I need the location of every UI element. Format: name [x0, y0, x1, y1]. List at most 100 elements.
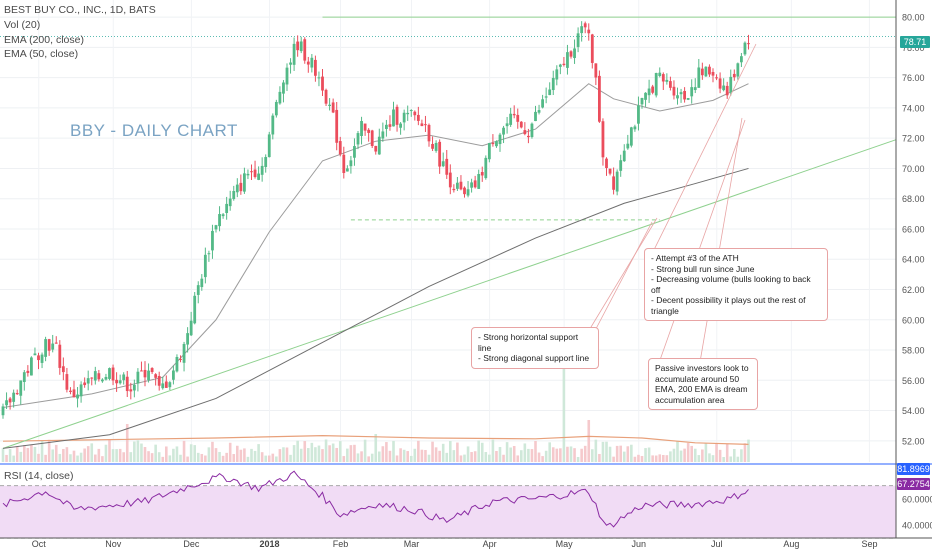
trend-lines[interactable] — [0, 16, 897, 449]
candle-body — [740, 56, 743, 63]
candle-body — [338, 141, 342, 155]
candle-body — [409, 110, 413, 112]
volume-bar — [157, 452, 161, 462]
candle-body — [445, 158, 449, 175]
candle-body — [473, 180, 477, 188]
candle-body — [512, 113, 516, 116]
support-annotation[interactable]: - Strong horizontal support line - Stron… — [471, 327, 599, 369]
volume-bar — [747, 439, 750, 462]
ema50-legend[interactable]: EMA (50, close) — [4, 48, 79, 60]
candle-body — [498, 134, 502, 145]
volume-bar — [530, 449, 534, 462]
volume-bar — [505, 442, 509, 462]
volume-bar — [399, 448, 402, 462]
candle-body — [523, 130, 527, 135]
candle-body — [669, 81, 672, 88]
volume-bar — [459, 455, 463, 462]
candle-body — [235, 184, 239, 193]
volume-bar — [299, 448, 303, 462]
candle-body — [274, 101, 278, 116]
volume-bar — [480, 442, 484, 462]
candle-body — [115, 379, 118, 384]
candle-body — [253, 169, 257, 177]
volume-bar — [608, 446, 612, 462]
candle-body — [562, 63, 566, 65]
volume-bar — [175, 446, 179, 462]
candle-body — [647, 88, 651, 96]
ath-annotation[interactable]: - Attempt #3 of the ATH - Strong bull ru… — [644, 248, 828, 321]
candle-body — [732, 73, 736, 78]
rsi-tick-label: 40.0000 — [902, 521, 932, 531]
candle-body — [715, 77, 718, 79]
ema200-legend[interactable]: EMA (200, close) — [4, 34, 84, 46]
volume-bar — [1, 448, 5, 462]
candle-body — [97, 373, 101, 380]
last-price-tag: 78.71 — [900, 36, 930, 48]
volume-bar — [133, 441, 136, 462]
candle-body — [683, 90, 686, 100]
candle-body — [594, 63, 598, 78]
time-tick-label: Dec — [183, 539, 200, 549]
candle-body — [125, 376, 129, 392]
candle-body — [736, 63, 740, 77]
candle-body — [580, 26, 584, 34]
volume-bar — [544, 450, 548, 462]
candle-body — [722, 85, 726, 91]
candle-body — [395, 106, 399, 125]
volume-bar — [54, 444, 58, 462]
candle-body — [218, 214, 221, 227]
candle-body — [250, 171, 253, 173]
ema-annotation[interactable]: Passive investors look to accumulate aro… — [648, 358, 758, 410]
volume-bar — [360, 451, 363, 462]
candle-body — [292, 43, 296, 65]
volume-bar — [65, 447, 69, 462]
volume-bar — [62, 448, 65, 462]
volume-bar — [548, 442, 551, 462]
candle-body — [708, 66, 711, 75]
volume-bar — [683, 448, 686, 462]
candle-body — [15, 393, 19, 395]
volume-bar — [715, 443, 718, 462]
candle-body — [370, 130, 374, 146]
candle-body — [626, 143, 630, 149]
volume-bar — [449, 441, 452, 462]
volume-bar — [37, 453, 40, 462]
candle-body — [516, 114, 520, 122]
ema200-line — [2, 167, 749, 449]
candle-body — [310, 57, 314, 68]
volume-bar — [601, 441, 605, 462]
volume-bar — [679, 450, 683, 462]
volume-bar — [108, 439, 111, 462]
volume-bar — [711, 455, 715, 462]
volume-bar — [427, 454, 431, 462]
candle-body — [189, 320, 193, 336]
volume-bar — [409, 455, 413, 462]
volume-bar — [12, 455, 15, 462]
candle-body — [175, 356, 179, 372]
volume-bar — [30, 444, 33, 462]
price-tick-label: 74.00 — [902, 103, 925, 113]
vol-legend[interactable]: Vol (20) — [4, 19, 41, 31]
volume-bar — [633, 456, 637, 462]
candle-body — [658, 72, 662, 77]
candle-body — [544, 96, 548, 98]
volume-bar — [69, 454, 72, 462]
candle-body — [30, 357, 33, 376]
candle-body — [700, 68, 704, 76]
symbol-title[interactable]: BEST BUY CO., INC., 1D, BATS — [4, 4, 156, 16]
candle-body — [697, 67, 701, 88]
candle-body — [33, 353, 37, 356]
volume-bar — [697, 455, 701, 462]
candle-body — [640, 97, 644, 105]
candle-body — [654, 73, 658, 96]
candle-body — [456, 182, 459, 189]
volume-bar — [47, 439, 51, 462]
callout-line — [644, 43, 757, 269]
volume-bar — [743, 443, 747, 462]
rsi-legend[interactable]: RSI (14, close) — [4, 470, 74, 482]
price-tick-label: 68.00 — [902, 194, 925, 204]
volume-bar — [321, 449, 324, 462]
candle-body — [136, 371, 140, 384]
candle-body — [147, 370, 150, 381]
